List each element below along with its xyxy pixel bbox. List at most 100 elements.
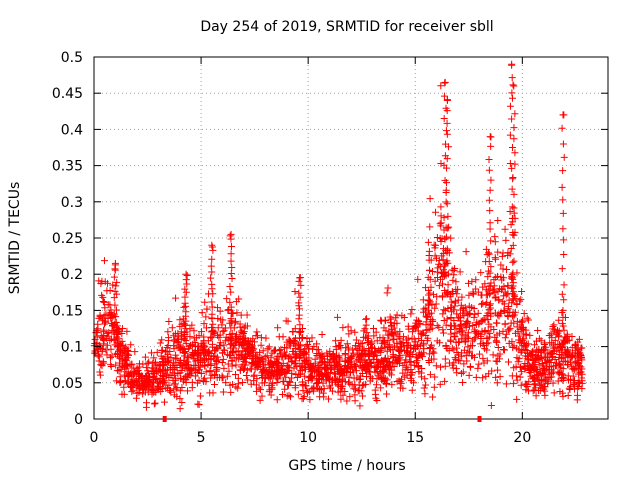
data-point xyxy=(333,362,341,370)
data-point xyxy=(186,325,194,333)
data-point xyxy=(98,291,106,299)
data-point xyxy=(314,372,322,380)
peak-point xyxy=(207,274,215,282)
data-point xyxy=(180,303,188,311)
data-point xyxy=(216,307,224,315)
data-point xyxy=(494,272,502,280)
peak-point xyxy=(181,299,189,307)
peak-point xyxy=(559,352,567,360)
data-point xyxy=(560,326,568,334)
data-point xyxy=(130,377,138,385)
data-point xyxy=(160,362,168,370)
data-point xyxy=(407,377,415,385)
data-point xyxy=(534,326,542,334)
data-point xyxy=(244,376,252,384)
data-point xyxy=(213,374,221,382)
data-point xyxy=(337,336,345,344)
data-point xyxy=(135,375,143,383)
data-point xyxy=(548,373,556,381)
data-point xyxy=(526,331,534,339)
data-point xyxy=(133,389,141,397)
data-point xyxy=(323,349,331,357)
data-point xyxy=(481,328,489,336)
data-point xyxy=(118,330,126,338)
data-point xyxy=(234,335,242,343)
data-point xyxy=(460,360,468,368)
data-point xyxy=(208,371,216,379)
data-point xyxy=(366,377,374,385)
data-point xyxy=(339,391,347,399)
data-point xyxy=(426,266,434,274)
data-point xyxy=(437,363,445,371)
data-point xyxy=(484,287,492,295)
data-point xyxy=(274,324,282,332)
data-point xyxy=(145,358,153,366)
peak-point xyxy=(486,269,494,277)
data-point xyxy=(150,354,158,362)
data-point xyxy=(258,369,266,377)
data-point xyxy=(577,368,585,376)
data-point xyxy=(252,351,260,359)
data-point xyxy=(450,267,458,275)
data-point xyxy=(430,349,438,357)
data-point xyxy=(494,216,502,224)
data-point xyxy=(94,325,102,333)
data-point xyxy=(314,362,322,370)
data-point xyxy=(202,313,210,321)
data-point xyxy=(273,378,281,386)
data-point xyxy=(351,328,359,336)
data-point xyxy=(498,252,506,260)
data-point xyxy=(125,351,133,359)
data-point xyxy=(496,373,504,381)
data-point xyxy=(209,389,217,397)
data-point xyxy=(189,352,197,360)
data-point xyxy=(103,329,111,337)
data-point xyxy=(361,357,369,365)
data-point xyxy=(192,357,200,365)
data-point xyxy=(174,370,182,378)
data-point xyxy=(262,334,270,342)
peak-1.0h xyxy=(111,259,119,267)
data-point xyxy=(205,348,213,356)
data-point xyxy=(370,332,378,340)
data-point xyxy=(380,338,388,346)
data-point xyxy=(500,307,508,315)
data-point xyxy=(500,300,508,308)
data-point xyxy=(257,334,265,342)
data-point xyxy=(555,333,563,341)
data-point xyxy=(468,303,476,311)
data-point xyxy=(214,324,222,332)
data-point xyxy=(175,343,183,351)
data-point xyxy=(135,363,143,371)
peak-point xyxy=(182,336,190,344)
data-point xyxy=(432,300,440,308)
data-point xyxy=(268,372,276,380)
data-point xyxy=(126,383,134,391)
data-point xyxy=(454,357,462,365)
data-point xyxy=(402,351,410,359)
data-point xyxy=(167,388,175,396)
data-point xyxy=(142,372,150,380)
data-point xyxy=(290,364,298,372)
data-point xyxy=(408,369,416,376)
data-point xyxy=(426,343,434,351)
chart-title: Day 254 of 2019, SRMTID for receiver sbl… xyxy=(200,19,493,35)
peak-point xyxy=(113,278,121,286)
data-point xyxy=(408,306,416,314)
data-point xyxy=(485,306,493,314)
data-point xyxy=(167,372,175,380)
data-point xyxy=(311,355,319,363)
peak-point xyxy=(441,79,449,87)
data-point xyxy=(536,369,544,377)
data-point xyxy=(423,337,431,345)
data-point xyxy=(363,339,371,347)
data-point xyxy=(274,371,282,379)
data-point xyxy=(106,286,114,294)
peak-point xyxy=(509,269,517,277)
y-tick-label: 0.3 xyxy=(61,195,83,211)
data-point xyxy=(555,316,563,324)
data-point xyxy=(390,342,398,350)
data-point xyxy=(427,355,435,363)
data-point xyxy=(116,379,124,387)
peak-point xyxy=(295,289,303,297)
